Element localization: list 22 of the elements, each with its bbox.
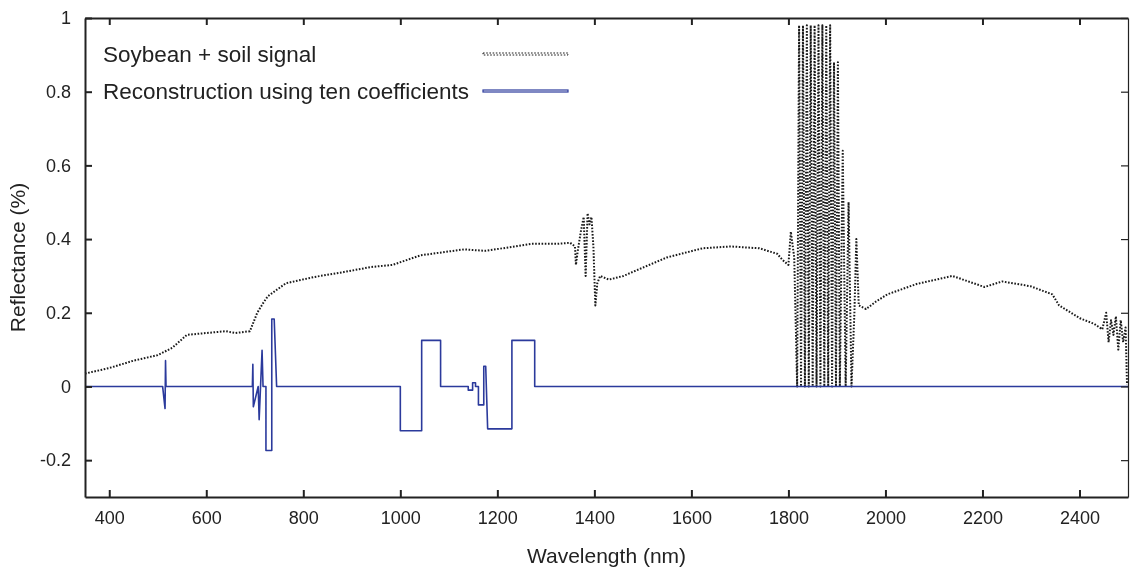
x-tick-label: 600 — [191, 507, 222, 528]
text: Soybean + soil signal — [103, 41, 317, 67]
x-tick-label: 1800 — [768, 507, 809, 528]
x-tick-label: 800 — [288, 507, 319, 528]
y-tick-label: 0.2 — [45, 303, 71, 324]
y-tick-label: 0.4 — [45, 229, 71, 250]
x-tick-label: 400 — [94, 507, 125, 528]
y-tick-label: -0.2 — [39, 450, 71, 471]
x-tick-label: 1000 — [380, 507, 421, 528]
y-axis-title: Reflectance (%) — [6, 182, 29, 333]
x-tick-label: 2400 — [1059, 507, 1101, 528]
x-axis-title: Wavelength (nm) — [526, 544, 687, 567]
y-tick-label: 0 — [60, 376, 71, 397]
x-tick-label: 2200 — [962, 507, 1003, 528]
x-tick-label: 1400 — [574, 507, 615, 528]
x-tick-label: 1200 — [477, 507, 518, 528]
y-tick-label: 1 — [60, 8, 71, 29]
x-tick-label: 2000 — [865, 507, 906, 528]
y-tick-label: 0.6 — [45, 155, 71, 176]
y-tick-label: 0.8 — [45, 81, 71, 102]
legend-label: Reconstruction using ten coefficients — [103, 78, 470, 104]
x-tick-label: 1600 — [671, 507, 712, 528]
